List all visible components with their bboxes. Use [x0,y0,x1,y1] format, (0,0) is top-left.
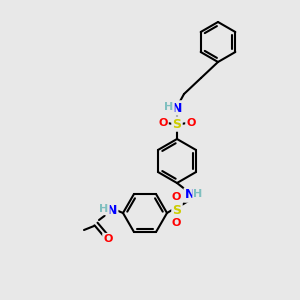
Text: N: N [185,188,195,202]
Text: S: S [172,203,182,217]
Text: O: O [171,192,181,202]
Text: O: O [158,118,168,128]
Text: N: N [107,203,117,217]
Text: N: N [172,101,182,115]
Text: H: H [99,204,109,214]
Text: O: O [186,118,196,128]
Text: O: O [171,218,181,228]
Text: S: S [172,118,182,130]
Text: O: O [103,234,113,244]
Text: H: H [164,102,174,112]
Text: H: H [194,189,202,199]
